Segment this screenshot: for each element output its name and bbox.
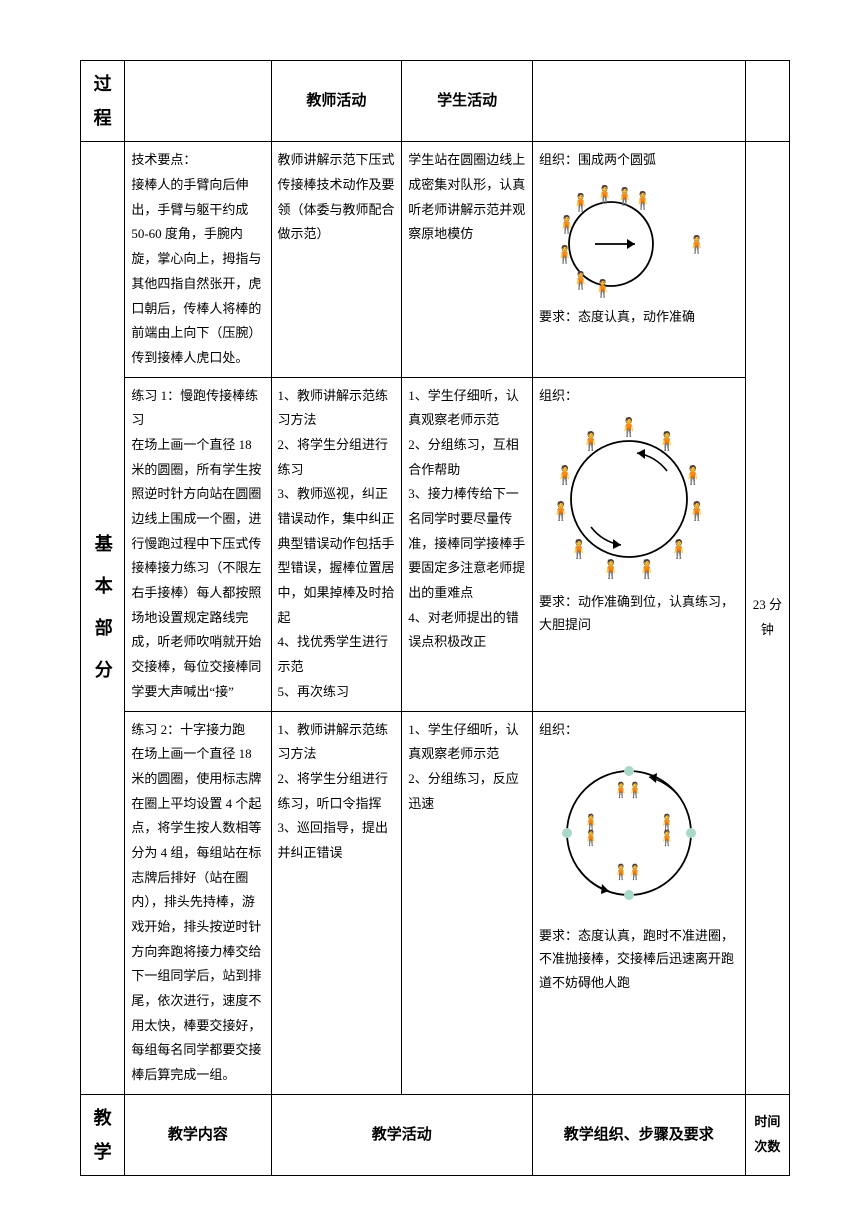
svg-text:🧍: 🧍: [594, 184, 615, 204]
header-process: 过程: [81, 61, 125, 142]
time-cell: 23 分钟: [745, 142, 789, 1094]
r1-org: 组织：围成两个圆弧 🧍 🧍 🧍 🧍 🧍 🧍 🧍 🧍: [532, 142, 745, 377]
r1-teacher: 教师讲解示范下压式传接棒技术动作及要领（体委与教师配合做示范）: [271, 142, 402, 377]
svg-text:🧍: 🧍: [570, 270, 591, 290]
r3-org: 组织： 🧍🧍: [532, 711, 745, 1094]
r3-org-title: 组织：: [539, 718, 739, 741]
content-row-2: 练习 1：慢跑传接棒练习 在场上画一个直径 18 米的圆圈，所有学生按照逆时针方…: [81, 377, 790, 711]
footer-row: 教学 教学内容 教学活动 教学组织、步骤及要求 时间次数: [81, 1094, 790, 1175]
header-teacher: 教师活动: [271, 61, 402, 142]
header-blank: [125, 61, 271, 142]
svg-text:🧍: 🧍: [618, 416, 640, 437]
svg-text:🧍: 🧍: [658, 813, 677, 831]
svg-text:🧍: 🧍: [554, 244, 575, 264]
r3-student: 1、学生仔细听，认真观察老师示范 2、分组练习，反应迅速: [402, 711, 533, 1094]
svg-text:🧍: 🧍: [592, 278, 613, 298]
content-row-1: 基本部分 技术要点： 接棒人的手臂向后伸出，手臂与躯干约成 50-60 度角，手…: [81, 142, 790, 377]
svg-text:🧍: 🧍: [626, 781, 645, 799]
footer-activity: 教学活动: [271, 1094, 532, 1175]
section-label: 基本部分: [81, 142, 125, 1094]
header-row: 过程 教师活动 学生活动: [81, 61, 790, 142]
svg-text:🧍: 🧍: [554, 464, 576, 485]
diagram-cross-relay-icon: 🧍🧍 🧍🧍 🧍🧍 🧍🧍: [539, 743, 719, 918]
header-time-blank: [745, 61, 789, 142]
svg-text:🧍: 🧍: [682, 464, 704, 485]
header-student: 学生活动: [402, 61, 533, 142]
r2-org: 组织： 🧍 🧍 🧍 🧍 🧍 🧍: [532, 377, 745, 711]
r1-content: 技术要点： 接棒人的手臂向后伸出，手臂与躯干约成 50-60 度角，手腕内旋，掌…: [125, 142, 271, 377]
r3-content: 练习 2：十字接力跑 在场上画一个直径 18 米的圆圈，使用标志牌在圈上平均设置…: [125, 711, 271, 1094]
page: 过程 教师活动 学生活动 基本部分 技术要点： 接棒人的手臂向后伸出，手臂与躯干…: [0, 0, 860, 1216]
svg-text:🧍: 🧍: [632, 190, 653, 210]
footer-content: 教学内容: [125, 1094, 271, 1175]
svg-text:🧍: 🧍: [556, 214, 577, 234]
svg-text:🧍: 🧍: [582, 829, 601, 847]
svg-text:🧍: 🧍: [570, 192, 591, 212]
r1-org-req: 要求：态度认真，动作准确: [539, 305, 739, 328]
r2-teacher: 1、教师讲解示范练习方法 2、将学生分组进行练习 3、教师巡视，纠正错误动作，集…: [271, 377, 402, 711]
footer-label: 教学: [81, 1094, 125, 1175]
header-org-blank: [532, 61, 745, 142]
svg-text:🧍: 🧍: [580, 430, 602, 451]
r2-org-req: 要求：动作准确到位，认真练习，大胆提问: [539, 590, 739, 637]
svg-text:🧍: 🧍: [636, 558, 658, 579]
svg-text:🧍: 🧍: [626, 863, 645, 881]
r2-org-title: 组织：: [539, 384, 739, 407]
content-row-3: 练习 2：十字接力跑 在场上画一个直径 18 米的圆圈，使用标志牌在圈上平均设置…: [81, 711, 790, 1094]
r2-student: 1、学生仔细听，认真观察老师示范 2、分组练习，互相合作帮助 3、接力棒传给下一…: [402, 377, 533, 711]
section-label-text: 基本部分: [93, 534, 113, 702]
svg-text:🧍: 🧍: [668, 538, 690, 559]
footer-org: 教学组织、步骤及要求: [532, 1094, 745, 1175]
svg-text:🧍: 🧍: [658, 829, 677, 847]
lesson-table: 过程 教师活动 学生活动 基本部分 技术要点： 接棒人的手臂向后伸出，手臂与躯干…: [80, 60, 790, 1176]
svg-text:🧍: 🧍: [582, 813, 601, 831]
r2-content: 练习 1：慢跑传接棒练习 在场上画一个直径 18 米的圆圈，所有学生按照逆时针方…: [125, 377, 271, 711]
r3-org-req: 要求：态度认真，跑时不准进圈，不准抛接棒，交接棒后迅速离开跑道不妨碍他人跑: [539, 924, 739, 994]
r3-teacher: 1、教师讲解示范练习方法 2、将学生分组进行练习，听口令指挥 3、巡回指导，提出…: [271, 711, 402, 1094]
r1-student: 学生站在圆圈边线上成密集对队形，认真听老师讲解示范并观察原地模仿: [402, 142, 533, 377]
svg-text:🧍: 🧍: [600, 558, 622, 579]
r1-org-title: 组织：围成两个圆弧: [539, 148, 739, 171]
svg-text:🧍: 🧍: [686, 500, 708, 521]
footer-time: 时间次数: [745, 1094, 789, 1175]
svg-text:🧍: 🧍: [686, 234, 707, 254]
svg-text:🧍: 🧍: [656, 430, 678, 451]
svg-text:🧍: 🧍: [568, 538, 590, 559]
diagram-arc-icon: 🧍 🧍 🧍 🧍 🧍 🧍 🧍 🧍 🧍: [539, 174, 719, 299]
svg-text:🧍: 🧍: [550, 500, 572, 521]
diagram-circle-ccw-icon: 🧍 🧍 🧍 🧍 🧍 🧍 🧍 🧍 🧍 🧍 🧍: [539, 409, 719, 584]
